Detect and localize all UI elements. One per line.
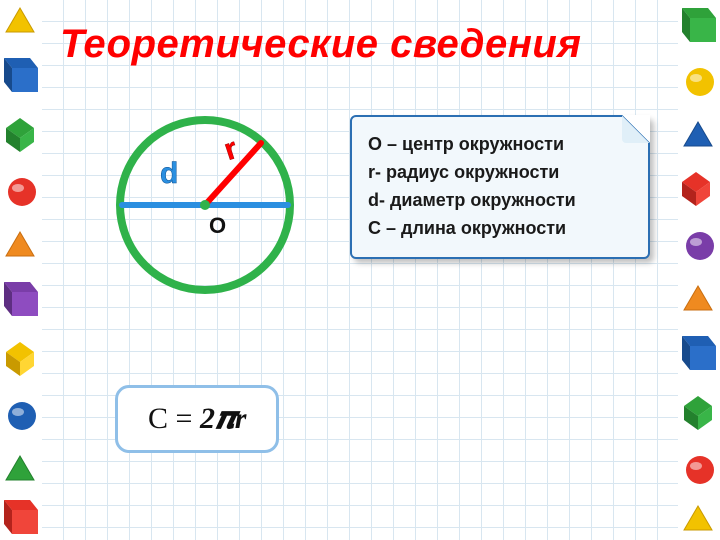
formula-two: 2 [200,402,215,435]
slide-title: Теоретические сведения [60,22,581,67]
decor-right [678,0,720,540]
formula-var: r [235,402,247,435]
formula-pi: 𝝅 [215,402,235,435]
circle-svg [105,105,305,305]
decor-left [0,0,42,540]
info-line-3: d- диаметр окружности [368,187,632,215]
circle-diagram: d r О [105,105,305,305]
d-label: d [160,157,178,191]
o-label: О [209,213,226,239]
slide-root: Теоретические сведения d r О О – центр о… [0,0,720,540]
formula-box: C = 2𝝅r [115,385,279,453]
formula-lhs: C [148,402,168,435]
info-box: О – центр окружности r- радиус окружност… [350,115,650,259]
info-line-2: r- радиус окружности [368,159,632,187]
info-line-4: C – длина окружности [368,215,632,243]
center-marker [200,200,210,210]
info-line-1: О – центр окружности [368,131,632,159]
formula-eq: = [168,402,200,435]
